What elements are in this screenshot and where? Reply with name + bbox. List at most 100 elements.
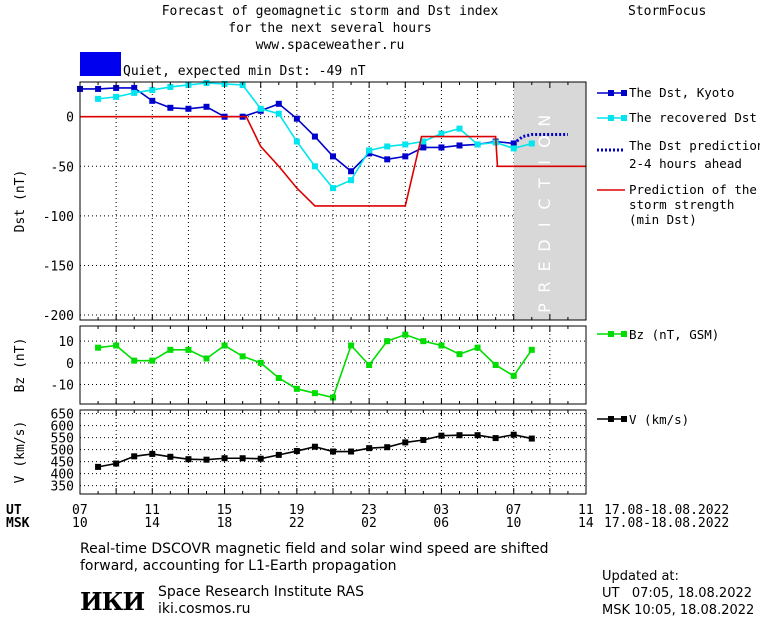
v-point (330, 448, 336, 455)
bz-point (221, 342, 228, 349)
dst-kyoto-point (330, 153, 336, 160)
dst-kyoto-point (167, 104, 174, 111)
bz-point (185, 346, 192, 353)
dst-recovered-point (456, 125, 463, 132)
bz-point (384, 338, 391, 345)
legend-dst-recovered-label: The recovered Dst (629, 110, 757, 125)
bz-point (149, 357, 156, 364)
msk-tick-label: 14 (144, 516, 160, 531)
y-tick-label: 500 (51, 444, 74, 459)
y-axis-label: Dst (nT) (13, 170, 28, 233)
dst-kyoto-point (293, 115, 300, 122)
v-point (113, 460, 120, 467)
v-point (528, 435, 535, 442)
bz-point (203, 355, 210, 362)
y-tick-label: 350 (51, 480, 74, 495)
bz-point (366, 362, 373, 368)
prediction-band (513, 82, 586, 320)
v-point (221, 455, 228, 462)
dst-recovered-point (113, 93, 120, 100)
y-tick-label: 0 (66, 357, 74, 372)
v-point (293, 448, 300, 455)
v-line (97, 433, 532, 468)
prediction-label-letter: R (535, 282, 554, 293)
v-point (420, 437, 427, 443)
prediction-label-letter: O (535, 135, 554, 148)
dst-kyoto-point (203, 103, 210, 110)
legend-storm-label-3: (min Dst) (629, 212, 697, 227)
dst-kyoto-point (348, 168, 355, 175)
legend-bz-marker (608, 331, 614, 337)
bz-point (438, 342, 445, 349)
bz-point (348, 342, 355, 349)
y-tick-label: -150 (43, 259, 74, 274)
msk-tick-label: 10 (72, 516, 88, 531)
institute-site[interactable]: iki.cosmos.ru (158, 601, 251, 617)
bz-point (311, 390, 318, 397)
bz-point (113, 342, 120, 349)
ut-tick-label: 11 (578, 503, 594, 518)
legend-bz-marker (621, 331, 627, 337)
v-point (257, 455, 264, 462)
v-point (239, 455, 246, 462)
dst-kyoto-point (456, 142, 463, 149)
msk-tick-label: 22 (288, 516, 305, 531)
y-tick-label: -100 (43, 210, 74, 225)
y-tick-label: -200 (43, 309, 74, 324)
v-point (474, 432, 481, 439)
ut-tick-label: 07 (72, 503, 88, 518)
v-point (131, 453, 138, 460)
msk-tick-label: 10 (505, 516, 522, 531)
ut-tick-label: 07 (505, 503, 522, 518)
dst-prediction-line (512, 133, 568, 145)
plot-frame-bz (79, 325, 587, 405)
v-point (95, 463, 102, 470)
bz-point (330, 394, 336, 401)
msk-tick-label: 06 (433, 516, 450, 531)
dst-kyoto-point (438, 144, 445, 151)
bz-point (456, 351, 463, 358)
chart-title-line2: for the next several hours (228, 21, 432, 36)
status-text: Quiet, expected min Dst: -49 nT (123, 64, 366, 79)
dst-kyoto-point (402, 153, 409, 160)
ut-date-range: 17.08-18.08.2022 (604, 503, 730, 518)
y-axis-label: V (km/s) (13, 421, 28, 484)
dst-recovered-point (167, 83, 174, 90)
bz-point (510, 372, 517, 379)
v-point (456, 432, 463, 439)
y-tick-label: -10 (51, 379, 74, 394)
source-url[interactable]: www.spaceweather.ru (255, 38, 405, 53)
dst-recovered-point (528, 140, 535, 147)
msk-tick-label: 02 (361, 516, 377, 531)
dst-kyoto-point (311, 133, 318, 140)
legend-dst-recovered-marker (621, 115, 627, 121)
y-tick-label: 650 (51, 408, 74, 423)
bz-point (492, 362, 499, 368)
dst-recovered-point (402, 141, 409, 148)
legend-dst-kyoto-label: The Dst, Kyoto (629, 85, 734, 100)
note-line2: forward, accounting for L1-Earth propaga… (80, 558, 397, 574)
dst-kyoto-point (131, 84, 138, 91)
legend-storm-label: Prediction of the (629, 182, 757, 197)
iki-logo[interactable]: ИКИ (80, 587, 145, 616)
v-point (203, 456, 210, 463)
y-tick-label: 600 (51, 420, 74, 435)
status-color-swatch (80, 52, 121, 76)
dst-kyoto-point (384, 156, 391, 163)
v-point (510, 431, 517, 438)
y-tick-label: 10 (58, 335, 74, 350)
bz-line (97, 333, 533, 399)
legend-dst-kyoto-marker (608, 90, 614, 96)
y-tick-label: 400 (51, 468, 74, 483)
v-point (185, 456, 192, 463)
v-point (275, 451, 282, 458)
bz-point (167, 346, 174, 353)
prediction-label-letter: T (535, 178, 554, 189)
v-point (348, 448, 355, 455)
bz-point (402, 331, 409, 338)
msk-date-range: 17.08-18.08.2022 (604, 516, 730, 531)
dst-kyoto-point (420, 144, 427, 151)
bz-point (293, 385, 300, 392)
bz-point (131, 357, 138, 364)
bz-point (474, 344, 481, 351)
